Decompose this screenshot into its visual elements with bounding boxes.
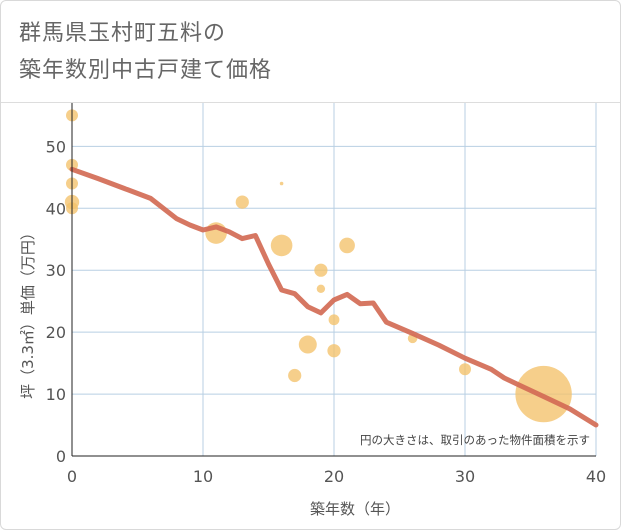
x-tick-label: 30 (455, 467, 475, 486)
y-tick-label: 50 (46, 137, 66, 156)
y-axis-label: 坪（3.3㎡）単価（万円） (19, 225, 37, 399)
axes: 0 10 20 30 40 0 10 20 30 40 50 (46, 103, 606, 486)
bubble-point (270, 234, 293, 257)
size-annotation: 円の大きさは、取引のあった物件面積を示す (360, 433, 590, 447)
trend-series (69, 166, 599, 428)
title-line-1: 群馬県玉村町五料の (19, 21, 227, 46)
x-tick-label: 40 (586, 467, 606, 486)
x-tick-label: 20 (324, 467, 344, 486)
x-tick-label: 0 (67, 467, 77, 486)
page-title: 群馬県玉村町五料の 築年数別中古戸建て価格 (19, 15, 272, 89)
y-tick-label: 40 (46, 199, 66, 218)
bubble-point (339, 237, 355, 254)
trend-line (69, 166, 599, 428)
grid-lines (72, 103, 597, 456)
y-tick-label: 0 (56, 447, 66, 466)
bubble-point (459, 363, 471, 376)
y-tick-label: 30 (46, 261, 66, 280)
bubble-point (288, 368, 302, 383)
bubble-point (298, 335, 317, 354)
bubble-point (314, 263, 328, 277)
y-tick-label: 20 (46, 323, 66, 342)
bubble-series (64, 109, 572, 423)
title-divider (1, 102, 620, 103)
y-tick-label: 10 (46, 385, 66, 404)
bubble-point (235, 195, 249, 209)
title-line-2: 築年数別中古戸建て価格 (19, 58, 273, 83)
x-axis-label: 築年数（年） (310, 500, 400, 518)
bubble-point (316, 284, 326, 293)
bubble-point (328, 314, 340, 326)
bubble-point (279, 181, 284, 186)
bubble-point (327, 344, 341, 358)
x-tick-label: 10 (193, 467, 213, 486)
